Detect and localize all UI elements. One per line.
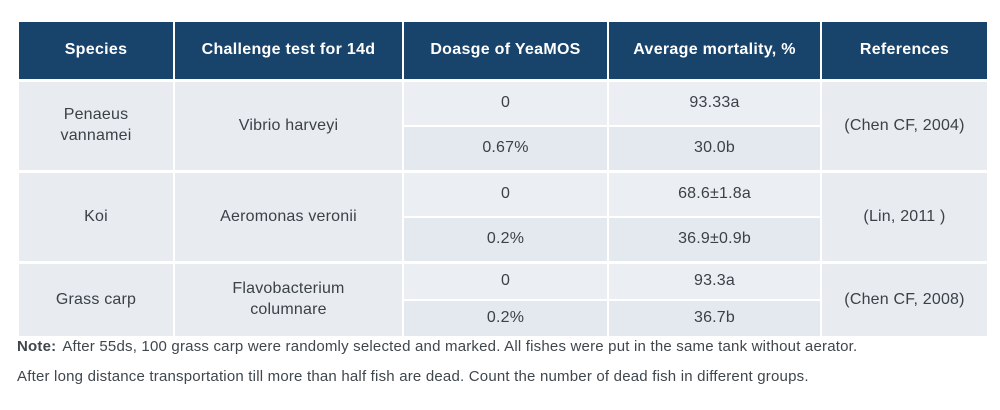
dosage-cell: 0 [402, 170, 609, 218]
dosage-cell: 0 [402, 261, 609, 301]
dosage-cell: 0.67% [402, 125, 609, 173]
challenge-cell: Vibrio harveyi [173, 79, 404, 173]
challenge-name: Flavobacterium columnare [232, 280, 345, 318]
table-row: Grass carp Flavobacterium columnare 0 93… [17, 261, 989, 338]
table-note: Note: After 55ds, 100 grass carp were ran… [17, 338, 992, 398]
species-cell: Koi [17, 170, 175, 264]
column-header-references: References [820, 20, 989, 82]
challenge-cell: Aeromonas veronii [173, 170, 404, 264]
dosage-cell: 0.2% [402, 299, 609, 338]
challenge-name: Vibrio harveyi [238, 116, 339, 134]
column-header-species: Species [17, 20, 175, 82]
table-row: 0.67% 30.0b [18, 125, 988, 173]
note-text-1: After 55ds, 100 grass carp were randomly… [62, 338, 858, 355]
reference-cell: (Chen CF, 2008) [820, 261, 989, 338]
species-cell: Penaeus vannamei [17, 79, 175, 173]
mortality-cell: 36.9±0.9b [607, 216, 822, 264]
table-row: 0.2% 36.9±0.9b [18, 216, 988, 264]
mortality-table: Species Challenge test for 14d Doasge of… [17, 20, 989, 338]
note-label: Note: [17, 338, 57, 355]
dosage-cell: 0 [402, 79, 609, 127]
table-row: 0.2% 36.7b [18, 299, 988, 338]
species-name: Grass carp [55, 290, 137, 308]
column-header-mortality: Average mortality, % [607, 20, 822, 82]
species-cell: Grass carp [17, 261, 175, 338]
note-line-1: Note: After 55ds, 100 grass carp were ran… [17, 338, 992, 357]
table-row: Koi Aeromonas veronii 0 68.6±1.8a (Lin, … [17, 170, 989, 264]
dosage-cell: 0.2% [402, 216, 609, 264]
column-header-challenge: Challenge test for 14d [173, 20, 404, 82]
mortality-cell: 68.6±1.8a [607, 170, 822, 218]
mortality-cell: 36.7b [607, 299, 822, 338]
column-header-dosage: Doasge of YeaMOS [402, 20, 609, 82]
mortality-cell: 30.0b [607, 125, 822, 173]
table-header-row: Species Challenge test for 14d Doasge of… [17, 20, 989, 82]
species-name: Koi [84, 207, 108, 225]
challenge-name: Aeromonas veronii [220, 207, 357, 225]
reference-cell: (Chen CF, 2004) [820, 79, 989, 173]
table-row: Penaeus vannamei Vibrio harveyi 0 93.33a… [17, 79, 989, 173]
note-line-2: After long distance transportation till … [17, 368, 992, 387]
mortality-cell: 93.33a [607, 79, 822, 127]
challenge-cell: Flavobacterium columnare [173, 261, 404, 338]
note-text-2: After long distance transportation till … [17, 367, 809, 385]
mortality-cell: 93.3a [607, 261, 822, 301]
species-name: Penaeus vannamei [60, 106, 132, 144]
reference-cell: (Lin, 2011 ) [820, 170, 989, 264]
